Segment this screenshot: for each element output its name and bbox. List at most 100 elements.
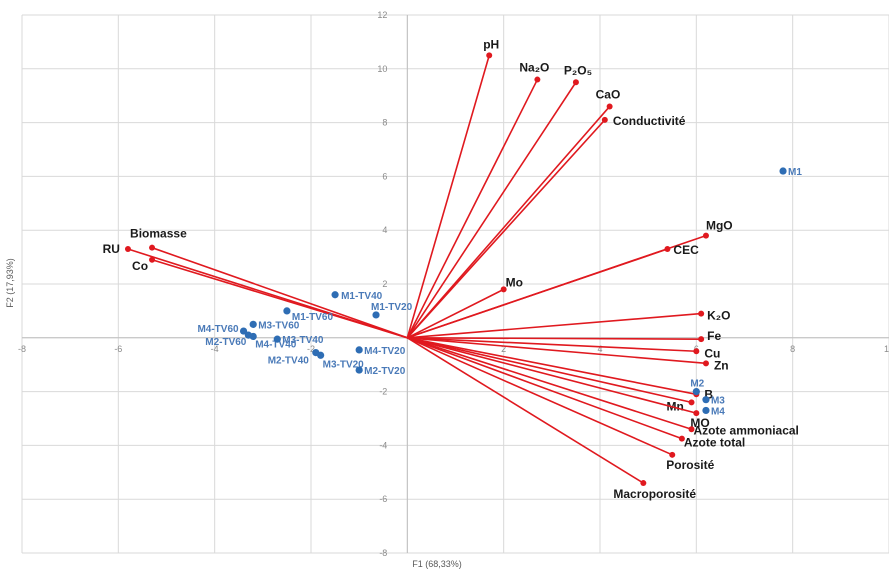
variable-label: Conductivité — [613, 114, 686, 128]
variable-vector-endpoint — [698, 310, 705, 317]
variable-vector-endpoint — [664, 246, 671, 253]
y-tick-label: 8 — [382, 118, 387, 128]
observation-label: M1-TV40 — [341, 291, 383, 302]
observation-point — [273, 335, 281, 343]
variable-vector-line — [407, 337, 692, 404]
variable-vector-endpoint — [693, 348, 700, 355]
variable-vector-line — [406, 105, 611, 339]
variable-vector-line — [407, 337, 697, 353]
variable-vector-endpoint — [606, 103, 613, 110]
x-tick-label: 10 — [884, 344, 889, 354]
observation-label: M3 — [711, 396, 725, 407]
x-tick-label: 4 — [597, 344, 602, 354]
variable-vector-line — [407, 337, 692, 431]
variable-vector-endpoint — [486, 52, 493, 59]
y-tick-label: 2 — [382, 279, 387, 289]
variable-vector-line — [407, 337, 697, 396]
variable-label: MgO — [706, 219, 733, 233]
variable-label: B — [704, 387, 713, 401]
variable-vector-line — [406, 79, 539, 339]
x-axis-label: F1 (68,33%) — [412, 559, 462, 569]
variable-label: RU — [103, 242, 120, 256]
x-tick-label: 8 — [790, 344, 795, 354]
variable-vector-endpoint — [601, 116, 608, 123]
variable-label: CaO — [596, 87, 621, 101]
x-tick-label: -8 — [18, 344, 26, 354]
y-tick-label: 12 — [377, 10, 387, 20]
variable-label: Mn — [667, 399, 684, 413]
variable-vector-endpoint — [534, 76, 541, 83]
observation-point — [331, 291, 339, 299]
variable-label: P₂O₅ — [564, 63, 592, 77]
variable-label: pH — [483, 37, 499, 51]
observation-point — [372, 311, 380, 319]
x-tick-label: -4 — [211, 344, 219, 354]
observation-point — [779, 167, 787, 175]
observation-label: M1 — [788, 167, 802, 178]
variable-vector-line — [151, 259, 408, 339]
variable-vector-endpoint — [688, 426, 695, 433]
observation-label: M3-TV40 — [282, 335, 324, 346]
variable-vector-line — [407, 337, 707, 365]
variable-vector-line — [407, 337, 697, 414]
variable-vector-endpoint — [702, 232, 709, 239]
observation-point — [249, 332, 257, 341]
x-tick-label: -2 — [307, 344, 315, 354]
observation-label: M1-TV20 — [371, 302, 413, 313]
variable-vector-line — [407, 312, 702, 339]
observation-label: M3-TV20 — [323, 359, 365, 370]
y-tick-label: -6 — [379, 494, 387, 504]
observation-point — [702, 406, 710, 415]
y-tick-label: -8 — [379, 548, 387, 558]
y-tick-label: 6 — [382, 171, 387, 181]
observation-label: M1-TV60 — [292, 312, 334, 323]
variable-label: Zn — [714, 358, 729, 372]
variable-vector-line — [406, 119, 606, 339]
x-tick-label: -6 — [114, 344, 122, 354]
variable-label: Macroporosité — [613, 487, 696, 501]
observation-point — [702, 396, 710, 404]
observation-point — [239, 327, 248, 335]
observation-label: M2 — [690, 379, 704, 390]
variable-vector-line — [406, 337, 644, 484]
variable-vector-endpoint — [693, 410, 700, 417]
observation-label: M4-TV60 — [197, 324, 239, 335]
observation-point — [355, 346, 363, 354]
variable-label: K₂O — [707, 309, 730, 323]
y-tick-label: 4 — [382, 225, 387, 235]
observation-point — [283, 307, 291, 315]
variable-label: Cu — [704, 346, 720, 360]
variable-label: Biomasse — [130, 227, 187, 241]
observation-point — [317, 351, 325, 359]
variable-vector-line — [407, 336, 702, 340]
variable-vector-endpoint — [500, 286, 507, 293]
variable-vector-endpoint — [669, 451, 676, 458]
variable-vector-line — [407, 337, 673, 456]
variable-vector-line — [151, 246, 408, 339]
variable-label: Na₂O — [519, 61, 549, 75]
observation-point — [355, 366, 363, 374]
variable-label: Fe — [707, 329, 721, 343]
variable-vector-line — [406, 288, 505, 339]
variable-vector-endpoint — [678, 435, 685, 442]
variable-vector-endpoint — [149, 256, 156, 263]
observation-point — [692, 388, 700, 396]
variable-vector-endpoint — [124, 246, 131, 253]
y-tick-label: 10 — [377, 64, 387, 74]
variable-vector-line — [407, 248, 668, 339]
variable-vector-endpoint — [688, 399, 695, 406]
variable-vector-line — [406, 81, 577, 339]
observation-label: M4-TV40 — [255, 339, 297, 350]
y-tick-label: -2 — [379, 387, 387, 397]
variable-vector-endpoint — [698, 336, 705, 343]
variable-label: CEC — [673, 243, 699, 257]
observation-point — [249, 320, 257, 328]
variable-vector-endpoint — [572, 79, 579, 86]
variable-label: Azote ammoniacal — [694, 423, 799, 437]
observation-label: M4 — [711, 406, 725, 417]
x-tick-label: 2 — [501, 344, 506, 354]
variable-vector-endpoint — [149, 244, 156, 251]
